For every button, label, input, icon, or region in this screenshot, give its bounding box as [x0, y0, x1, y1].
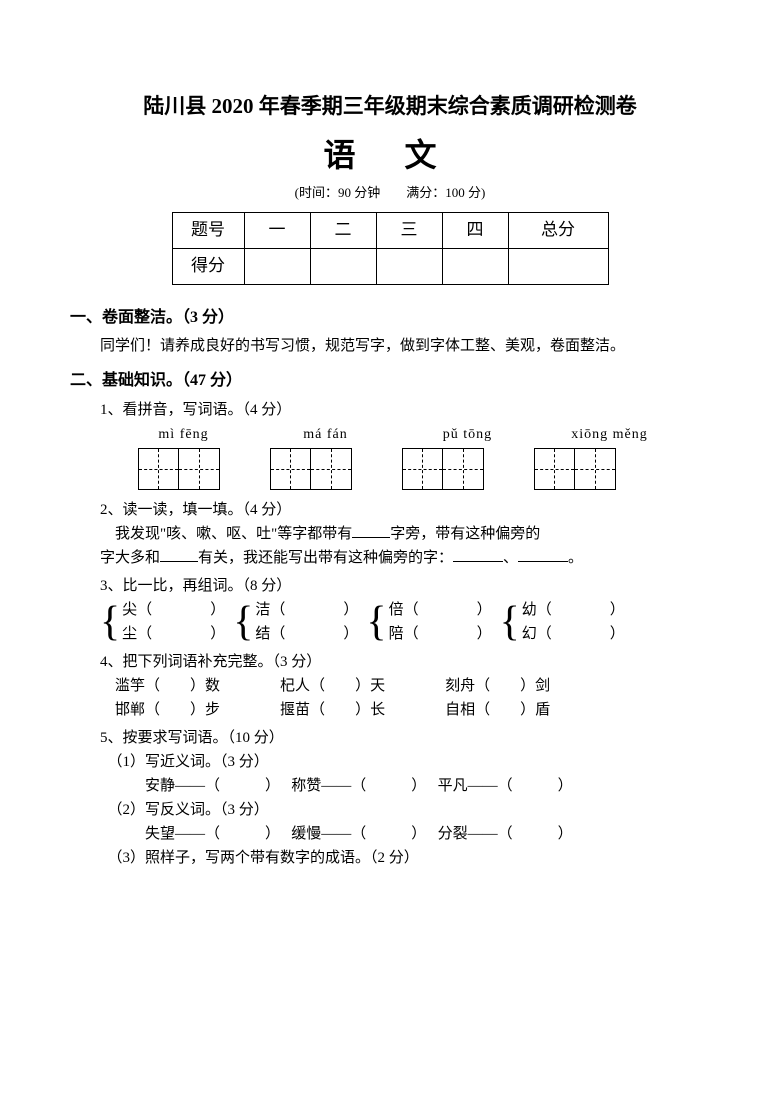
section-2-heading: 二、基础知识。（47 分） — [70, 368, 710, 394]
blank — [518, 547, 568, 562]
idiom: 刻舟（ — [445, 678, 490, 694]
pair-group: { 尖（ ） 尘（ ） — [100, 598, 225, 646]
score-cell — [310, 248, 376, 284]
brace-icon: { — [233, 598, 255, 646]
q5-sub1-items: 安静——（ ） 称赞——（ ） 平凡——（ ） — [70, 774, 710, 798]
exam-meta: (时间：90 分钟 满分：100 分) — [70, 183, 710, 204]
q4-title: 4、把下列词语补充完整。（3 分） — [70, 650, 710, 674]
text: 、 — [503, 550, 518, 566]
idiom: ）数 — [190, 678, 220, 694]
section-1-heading: 一、卷面整洁。（3 分） — [70, 305, 710, 331]
q5-sub3: （3）照样子，写两个带有数字的成语。（2 分） — [70, 846, 710, 870]
word: 结（ — [255, 626, 285, 642]
close: ） — [477, 602, 492, 618]
word: 洁（ — [255, 602, 285, 618]
blank — [160, 547, 198, 562]
tianzige-row — [70, 448, 710, 490]
close: ） — [610, 626, 625, 642]
close: ） — [477, 626, 492, 642]
idiom: ）剑 — [520, 678, 550, 694]
q2-body2: 字大多和 有关，我还能写出带有这种偏旁的字： 、 。 — [70, 546, 710, 570]
q4-row1: 滥竽（ ）数 杞人（ ）天 刻舟（ ）剑 — [70, 674, 710, 698]
close: ） — [210, 602, 225, 618]
ant-item: 失望——（ ） — [145, 826, 273, 842]
score-cell — [376, 248, 442, 284]
pinyin: mì fēng — [138, 424, 230, 446]
header-cell: 总分 — [508, 212, 608, 248]
word: 陪（ — [389, 626, 419, 642]
q4-row2: 邯郸（ ）步 揠苗（ ）长 自相（ ）盾 — [70, 698, 710, 722]
text: 。 — [568, 550, 583, 566]
word: 幼（ — [522, 602, 552, 618]
text: 我发现"咳、嗽、呕、吐"等字都带有 — [115, 526, 352, 542]
word: 倍（ — [389, 602, 419, 618]
table-row: 得分 — [172, 248, 608, 284]
q5-sub2-items: 失望——（ ） 缓慢——（ ） 分裂——（ ） — [70, 822, 710, 846]
pinyin: xiōng měng — [564, 424, 656, 446]
idiom: ）长 — [355, 702, 385, 718]
idiom: 自相（ — [445, 702, 490, 718]
idiom: ）天 — [355, 678, 385, 694]
syn-item: 称赞——（ ） — [291, 778, 419, 794]
header-cell: 三 — [376, 212, 442, 248]
q5-sub2: （2）写反义词。（3 分） — [70, 798, 710, 822]
brace-icon: { — [366, 598, 388, 646]
brace-icon: { — [100, 598, 122, 646]
text: 字旁，带有这种偏旁的 — [390, 526, 540, 542]
idiom: ）步 — [190, 702, 220, 718]
idiom: 邯郸（ — [115, 702, 160, 718]
pinyin-row: mì fēng má fán pǔ tōng xiōng měng — [70, 424, 710, 446]
idiom: 揠苗（ — [280, 702, 325, 718]
text: 有关，我还能写出带有这种偏旁的字： — [198, 550, 453, 566]
q2-body: 我发现"咳、嗽、呕、吐"等字都带有 字旁，带有这种偏旁的 — [70, 522, 710, 546]
tianzige-box — [402, 448, 484, 490]
tianzige-box — [270, 448, 352, 490]
close: ） — [210, 626, 225, 642]
word: 尘（ — [122, 626, 152, 642]
pinyin: má fán — [280, 424, 372, 446]
score-table: 题号 一 二 三 四 总分 得分 — [172, 212, 609, 285]
score-cell — [508, 248, 608, 284]
score-cell — [244, 248, 310, 284]
q5-sub1: （1）写近义词。（3 分） — [70, 750, 710, 774]
text: 字大多和 — [100, 550, 160, 566]
score-cell — [442, 248, 508, 284]
header-cell: 题号 — [172, 212, 244, 248]
ant-item: 缓慢——（ ） — [291, 826, 419, 842]
ant-item: 分裂——（ ） — [438, 826, 573, 842]
blank — [352, 523, 390, 538]
q3-title: 3、比一比，再组词。（8 分） — [70, 574, 710, 598]
q3-pairs: { 尖（ ） 尘（ ） { 洁（ ） 结（ ） { 倍（ ） 陪（ ） { 幼（ ） 幻（ ） — [70, 598, 710, 646]
table-row: 题号 一 二 三 四 总分 — [172, 212, 608, 248]
pair-group: { 洁（ ） 结（ ） — [233, 598, 358, 646]
brace-icon: { — [500, 598, 522, 646]
pair-group: { 倍（ ） 陪（ ） — [366, 598, 491, 646]
close: ） — [343, 602, 358, 618]
close: ） — [343, 626, 358, 642]
q1-title: 1、看拼音，写词语。（4 分） — [70, 398, 710, 422]
tianzige-box — [534, 448, 616, 490]
section-1-body: 同学们！请养成良好的书写习惯，规范写字，做到字体工整、美观，卷面整洁。 — [70, 334, 710, 358]
q2-title: 2、读一读，填一填。（4 分） — [70, 498, 710, 522]
close: ） — [610, 602, 625, 618]
q5-title: 5、按要求写词语。（10 分） — [70, 726, 710, 750]
syn-item: 平凡——（ ） — [438, 778, 573, 794]
idiom: ）盾 — [520, 702, 550, 718]
blank — [453, 547, 503, 562]
header-cell: 四 — [442, 212, 508, 248]
syn-item: 安静——（ ） — [145, 778, 273, 794]
pinyin: pǔ tōng — [422, 424, 514, 446]
subject-title: 语 文 — [70, 130, 710, 181]
row-label: 得分 — [172, 248, 244, 284]
main-title: 陆川县 2020 年春季期三年级期末综合素质调研检测卷 — [70, 90, 710, 124]
header-cell: 二 — [310, 212, 376, 248]
word: 幻（ — [522, 626, 552, 642]
pair-group: { 幼（ ） 幻（ ） — [500, 598, 625, 646]
tianzige-box — [138, 448, 220, 490]
header-cell: 一 — [244, 212, 310, 248]
idiom: 杞人（ — [280, 678, 325, 694]
idiom: 滥竽（ — [115, 678, 160, 694]
word: 尖（ — [122, 602, 152, 618]
